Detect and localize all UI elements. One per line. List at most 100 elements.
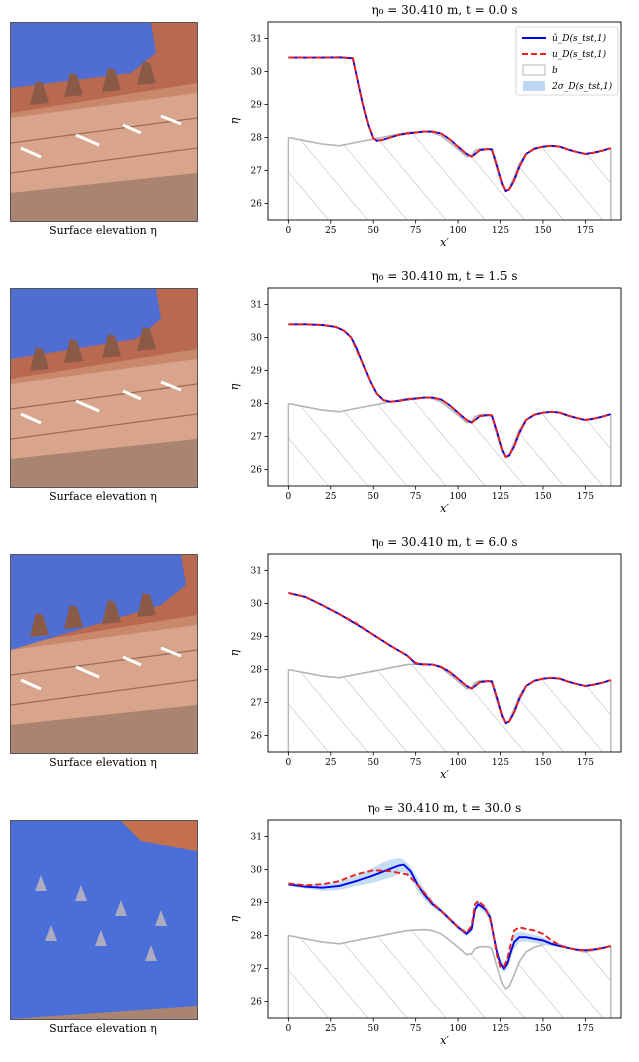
x-tick-label: 25 — [325, 758, 337, 768]
legend-swatch-band — [523, 81, 545, 91]
figure-panel: Surface elevation η η₀ = 30.410 m, t = 3… — [0, 798, 639, 1062]
y-tick-label: 31 — [251, 833, 262, 843]
y-tick-label: 28 — [251, 400, 263, 410]
legend-swatch-bed — [522, 64, 546, 76]
y-tick-label: 31 — [251, 567, 262, 577]
x-axis-label: x′ — [440, 502, 449, 515]
ridge-line — [11, 117, 197, 144]
x-axis-label: x′ — [440, 236, 449, 249]
surface-render-image — [10, 554, 198, 754]
x-tick-label: 100 — [449, 1024, 466, 1034]
figure-panel: Surface elevation η η₀ = 30.410 m, t = 0… — [0, 0, 639, 264]
x-tick-label: 100 — [449, 226, 466, 236]
x-tick-label: 175 — [577, 226, 594, 236]
white-marker — [122, 123, 142, 135]
white-marker — [20, 146, 42, 159]
truth-line — [288, 56, 612, 193]
white-marker — [160, 646, 182, 658]
x-tick-label: 75 — [410, 758, 422, 768]
rock-pillar — [30, 81, 49, 105]
x-tick-label: 125 — [492, 492, 509, 502]
x-tick-label: 150 — [534, 226, 551, 236]
emerging-rock — [155, 910, 167, 926]
emerging-rock — [145, 945, 157, 961]
x-tick-label: 25 — [325, 492, 337, 502]
x-tick-label: 125 — [492, 1024, 509, 1034]
elevation-chart: η₀ = 30.410 m, t = 1.5 s 0 25 50 75 100 125 150… — [228, 269, 622, 515]
emerging-rock — [95, 930, 107, 946]
truth-line — [288, 323, 612, 459]
white-marker — [75, 399, 100, 413]
legend-label-true: u_D(s_tst,1) — [552, 49, 607, 60]
x-tick-label: 125 — [492, 758, 509, 768]
y-tick-label: 29 — [251, 101, 263, 111]
x-tick-label: 175 — [577, 492, 594, 502]
white-marker — [20, 678, 42, 691]
x-tick-label: 100 — [449, 758, 466, 768]
water-surface — [11, 289, 161, 359]
rock-pillar — [102, 68, 121, 92]
white-marker — [75, 665, 100, 679]
rock-pillar — [137, 593, 156, 617]
legend-label-band: 2σ_D(s_tst,1) — [551, 81, 613, 92]
x-tick-label: 50 — [367, 226, 379, 236]
ridge-line — [11, 679, 197, 706]
water-surface — [11, 821, 197, 1019]
emerging-rock — [75, 885, 87, 901]
x-tick-label: 0 — [285, 492, 291, 502]
emerging-rock — [35, 875, 47, 891]
axes-frame — [267, 21, 622, 221]
render-caption: Surface elevation η — [49, 224, 157, 237]
rock-pillar — [64, 339, 83, 363]
y-tick-label: 26 — [251, 466, 263, 476]
render-caption: Surface elevation η — [49, 1022, 157, 1035]
elevation-chart: η₀ = 30.410 m, t = 6.0 s 0 25 50 75 100 125 150… — [228, 535, 622, 781]
y-tick-label: 29 — [251, 899, 263, 909]
rock-pillar — [64, 73, 83, 97]
y-tick-label: 30 — [251, 600, 263, 610]
x-tick-label: 50 — [367, 758, 379, 768]
x-tick-label: 175 — [577, 758, 594, 768]
axes-frame — [267, 287, 622, 487]
y-tick-label: 28 — [251, 666, 263, 676]
mid-terrain — [11, 359, 197, 459]
water-surface — [11, 23, 156, 88]
elevation-chart: η₀ = 30.410 m, t = 0.0 s 0 25 50 75 100 125 150… — [228, 3, 622, 249]
figure-panel: Surface elevation η η₀ = 30.410 m, t = 1… — [0, 266, 639, 530]
render-caption: Surface elevation η — [49, 756, 157, 769]
x-tick-label: 150 — [534, 1024, 551, 1034]
y-tick-label: 27 — [251, 433, 263, 443]
white-marker — [75, 133, 100, 147]
rock-pillar — [102, 600, 121, 624]
far-terrain — [121, 821, 197, 851]
y-tick-label: 31 — [251, 35, 262, 45]
elevation-chart: η₀ = 30.410 m, t = 30.0 s 0 25 50 75 100 125 15… — [228, 801, 622, 1047]
prediction-line — [288, 863, 612, 971]
y-tick-label: 30 — [251, 866, 263, 876]
chart-title: η₀ = 30.410 m, t = 30.0 s — [368, 801, 522, 815]
ridge-line — [11, 413, 197, 440]
bathymetry-hatch — [288, 663, 611, 752]
y-tick-label: 27 — [251, 965, 263, 975]
truth-line — [288, 591, 612, 725]
y-tick-label: 26 — [251, 200, 263, 210]
white-marker — [122, 655, 142, 667]
bathymetry-hatch — [288, 397, 611, 486]
x-tick-label: 75 — [410, 226, 422, 236]
surface-render-image — [10, 22, 198, 222]
x-axis-label: x′ — [440, 1034, 449, 1047]
ridge-line — [11, 147, 197, 174]
x-tick-label: 150 — [534, 758, 551, 768]
chart-title: η₀ = 30.410 m, t = 1.5 s — [371, 269, 517, 283]
x-tick-label: 25 — [325, 1024, 337, 1034]
y-tick-label: 30 — [251, 334, 263, 344]
legend: ŭ_D(s_tst,1) u_D(s_tst,1)b 2σ_D(s_tst,1) — [515, 26, 619, 96]
x-tick-label: 175 — [577, 1024, 594, 1034]
y-axis-label: η — [228, 117, 241, 124]
y-axis-label: η — [228, 383, 241, 390]
y-tick-label: 27 — [251, 699, 263, 709]
ridge-line — [11, 383, 197, 410]
x-tick-label: 150 — [534, 492, 551, 502]
mid-terrain — [11, 625, 197, 725]
x-tick-label: 75 — [410, 492, 422, 502]
